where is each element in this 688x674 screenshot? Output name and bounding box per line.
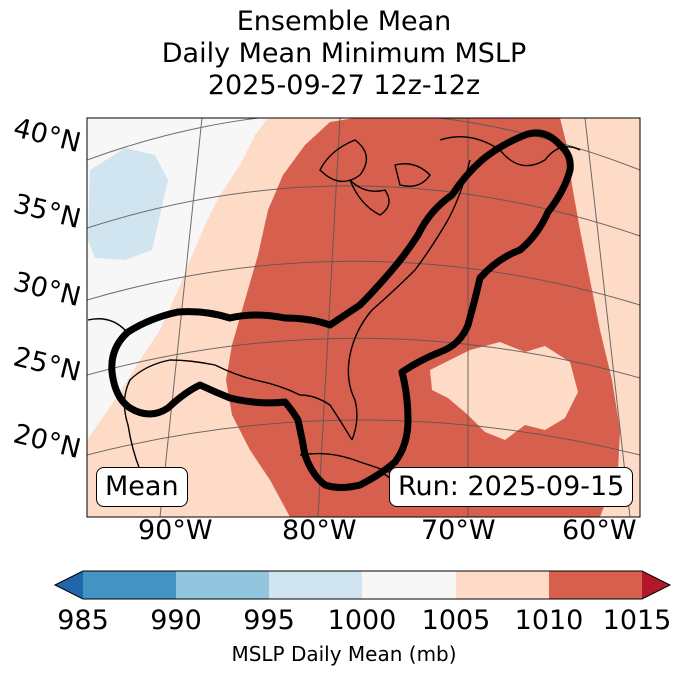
- field-1005-1010-east: [600, 118, 640, 380]
- map-frame: [86, 117, 641, 518]
- colorbar-label: MSLP Daily Mean (mb): [231, 642, 457, 666]
- lon-label-80w: 80°W: [282, 515, 357, 546]
- map-area: [87, 118, 640, 517]
- colorbar-tick-1000: 1000: [327, 605, 397, 636]
- colorbar-tick-995: 995: [243, 605, 295, 636]
- lon-label-60w: 60°W: [562, 515, 637, 546]
- run-date-badge: Run: 2025-09-15: [389, 467, 634, 507]
- lon-label-70w: 70°W: [421, 515, 496, 546]
- title-line-3: 2025-09-27 12z-12z: [207, 70, 481, 101]
- field-1005-1010-island: [430, 342, 578, 440]
- colorbar-bin-985-990: [83, 571, 176, 599]
- colorbar-tick-990: 990: [150, 605, 202, 636]
- colorbar-tick-1015: 1015: [602, 605, 672, 636]
- colorbar-bin-1000-1005: [362, 571, 456, 599]
- mean-badge: Mean: [96, 467, 188, 507]
- colorbar-tick-985: 985: [57, 605, 109, 636]
- title-line-2: Daily Mean Minimum MSLP: [161, 38, 527, 69]
- colorbar-outline: [53, 570, 672, 600]
- title-line-1: Ensemble Mean: [236, 6, 452, 37]
- colorbar-bin-990-995: [176, 571, 269, 599]
- colorbar-bin-1010-1015: [549, 571, 642, 599]
- colorbar: [53, 570, 672, 600]
- colorbar-under-arrow: [55, 571, 83, 599]
- lon-label-90w: 90°W: [138, 515, 213, 546]
- colorbar-tick-1005: 1005: [421, 605, 491, 636]
- ensemble-contour: [108, 129, 574, 491]
- colorbar-over-arrow: [642, 571, 670, 599]
- field-995-1000: [88, 148, 168, 260]
- colorbar-bin-995-1000: [269, 571, 362, 599]
- colorbar-bin-1005-1010: [456, 571, 549, 599]
- colorbar-tick-1010: 1010: [514, 605, 584, 636]
